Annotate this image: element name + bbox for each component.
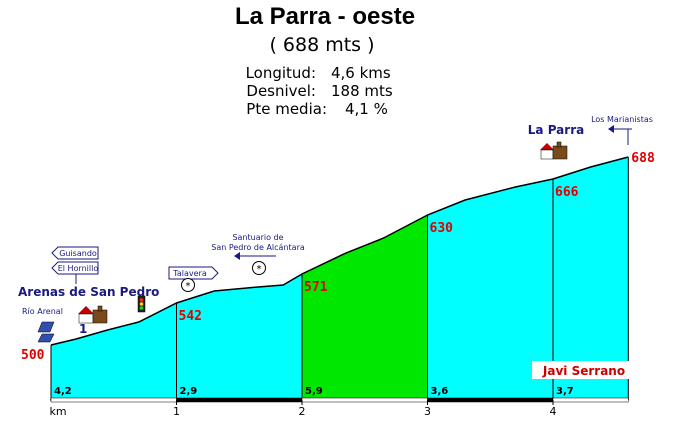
segment-labels: 500 4,2 542 2,9 571 5,9 630 3,6 666 3,7 688 (21, 151, 655, 397)
baseline-bar (176, 397, 303, 403)
gradient-label: 4,2 (54, 386, 72, 397)
baseline-bar (552, 397, 629, 403)
chart-title: La Parra - oeste (235, 3, 415, 30)
talavera-label: Talavera (172, 269, 207, 278)
end-town-icon (540, 141, 568, 160)
gradient-label: 3,7 (556, 386, 574, 397)
x-axis-label: km (49, 405, 66, 418)
guisando-label: Guisando (59, 249, 97, 258)
author-label: Javi Serrano (542, 364, 625, 378)
santuario-arrow-icon (234, 252, 276, 260)
author-badge (532, 361, 632, 379)
santuario-line-2: San Pedro de Alcántara (211, 243, 305, 252)
baseline-bar (301, 397, 428, 403)
elevation-label: 630 (430, 221, 454, 236)
baseline-bar (427, 397, 554, 403)
summit-elevation-label: 688 (631, 151, 655, 166)
river-icon (37, 321, 55, 343)
hornillo-label: El Hornillo (58, 264, 99, 273)
baseline-bar (50, 397, 177, 403)
traffic-light-icon (137, 295, 146, 313)
elevation-label: 666 (555, 185, 579, 200)
elevation-label: 542 (179, 309, 202, 324)
profile-segments (51, 157, 629, 400)
monument-icon: * (181, 278, 195, 292)
x-ticks: 1 2 3 4 (173, 400, 557, 418)
segment-area-1 (51, 303, 177, 400)
stat-gradient-value: 4,1 % (345, 100, 388, 118)
stat-gradient-label: Pte media: (246, 100, 327, 118)
start-place-label: Arenas de San Pedro (18, 285, 159, 299)
town-icon (78, 305, 108, 324)
segment-area-3 (302, 215, 428, 400)
stat-length-label: Longitud: (246, 64, 316, 82)
x-tick-label: 4 (550, 405, 557, 418)
gradient-label: 2,9 (180, 386, 198, 397)
x-tick-label: 3 (424, 405, 431, 418)
river-label: Río Arenal (22, 307, 63, 316)
santuario-line-1: Santuario de (232, 233, 283, 242)
chart-subtitle: ( 688 mts ) (269, 34, 374, 56)
x-tick-label: 2 (299, 405, 306, 418)
end-place-label: La Parra (528, 123, 584, 137)
x-tick-label: 1 (173, 405, 180, 418)
stat-length-value: 4,6 kms (331, 64, 391, 82)
stat-climb-value: 188 mts (331, 82, 393, 100)
segment-area-4 (427, 179, 553, 400)
stat-climb-label: Desnivel: (246, 82, 316, 100)
gradient-label: 3,6 (431, 386, 449, 397)
marianistas-label: Los Marianistas (591, 115, 653, 124)
marianistas-arrow-icon (608, 125, 632, 145)
baseline-bars (50, 397, 629, 403)
svg-text:*: * (257, 264, 262, 275)
gradient-label: 5,9 (305, 386, 323, 397)
elevation-label: 500 (21, 348, 45, 363)
guisando-sign: Guisando (51, 246, 99, 260)
km-marker-one: 1 (79, 322, 87, 336)
segment-area-2 (176, 274, 302, 400)
santuario-monument-icon: * (252, 261, 266, 275)
hornillo-sign: El Hornillo (51, 261, 99, 275)
segment-area-5 (553, 157, 629, 400)
elevation-label: 571 (304, 280, 328, 295)
svg-text:*: * (186, 281, 191, 292)
talavera-sign: Talavera (168, 266, 219, 280)
